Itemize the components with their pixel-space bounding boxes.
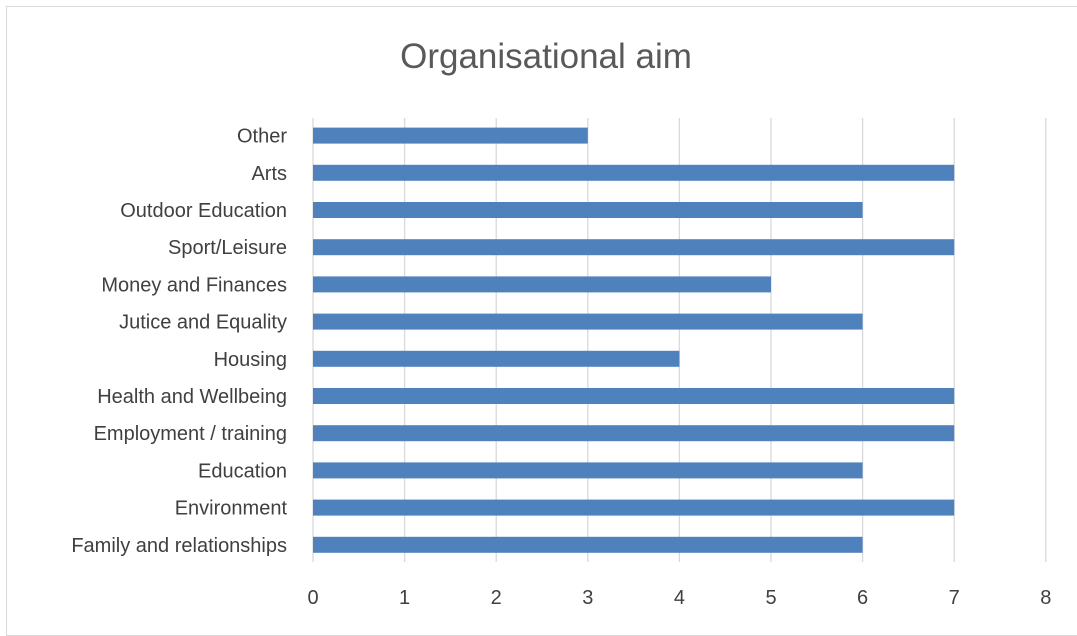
category-label: Money and Finances bbox=[101, 274, 287, 296]
bar bbox=[313, 202, 863, 218]
grid-layer bbox=[312, 118, 1047, 562]
category-label: Outdoor Education bbox=[120, 200, 287, 222]
x-tick-label: 0 bbox=[307, 587, 318, 609]
category-label: Jutice and Equality bbox=[119, 312, 287, 334]
category-label: Employment / training bbox=[94, 423, 287, 445]
bar bbox=[313, 276, 771, 293]
category-label: Environment bbox=[175, 498, 288, 520]
category-label: Other bbox=[237, 126, 287, 148]
category-label: Family and relationships bbox=[71, 535, 287, 557]
chart-title: Organisational aim bbox=[400, 37, 692, 76]
bar bbox=[313, 499, 955, 516]
bar bbox=[313, 239, 955, 256]
bar bbox=[313, 127, 588, 144]
bar bbox=[313, 350, 680, 367]
x-tick-labels: 0 1 2 3 4 5 6 7 8 bbox=[307, 587, 1051, 609]
x-tick-label: 4 bbox=[674, 587, 685, 609]
x-tick-label: 7 bbox=[949, 587, 960, 609]
bar bbox=[313, 462, 863, 479]
x-tick-label: 2 bbox=[491, 587, 502, 609]
x-tick-label: 1 bbox=[399, 587, 410, 609]
bar bbox=[313, 313, 863, 330]
x-tick-label: 8 bbox=[1040, 587, 1051, 609]
bar bbox=[313, 164, 955, 181]
category-label: Housing bbox=[214, 349, 287, 371]
category-label: Arts bbox=[251, 163, 287, 185]
category-labels: Other Arts Outdoor Education Sport/Leisure M… bbox=[71, 126, 287, 557]
bar bbox=[313, 388, 955, 404]
bar-layer bbox=[313, 127, 955, 553]
x-tick-label: 6 bbox=[857, 587, 868, 609]
category-label: Health and Wellbeing bbox=[97, 386, 287, 408]
x-tick-label: 5 bbox=[765, 587, 776, 609]
bar bbox=[313, 425, 955, 442]
bar bbox=[313, 536, 863, 553]
category-label: Sport/Leisure bbox=[168, 237, 287, 259]
category-label: Education bbox=[198, 460, 287, 482]
x-tick-label: 3 bbox=[582, 587, 593, 609]
